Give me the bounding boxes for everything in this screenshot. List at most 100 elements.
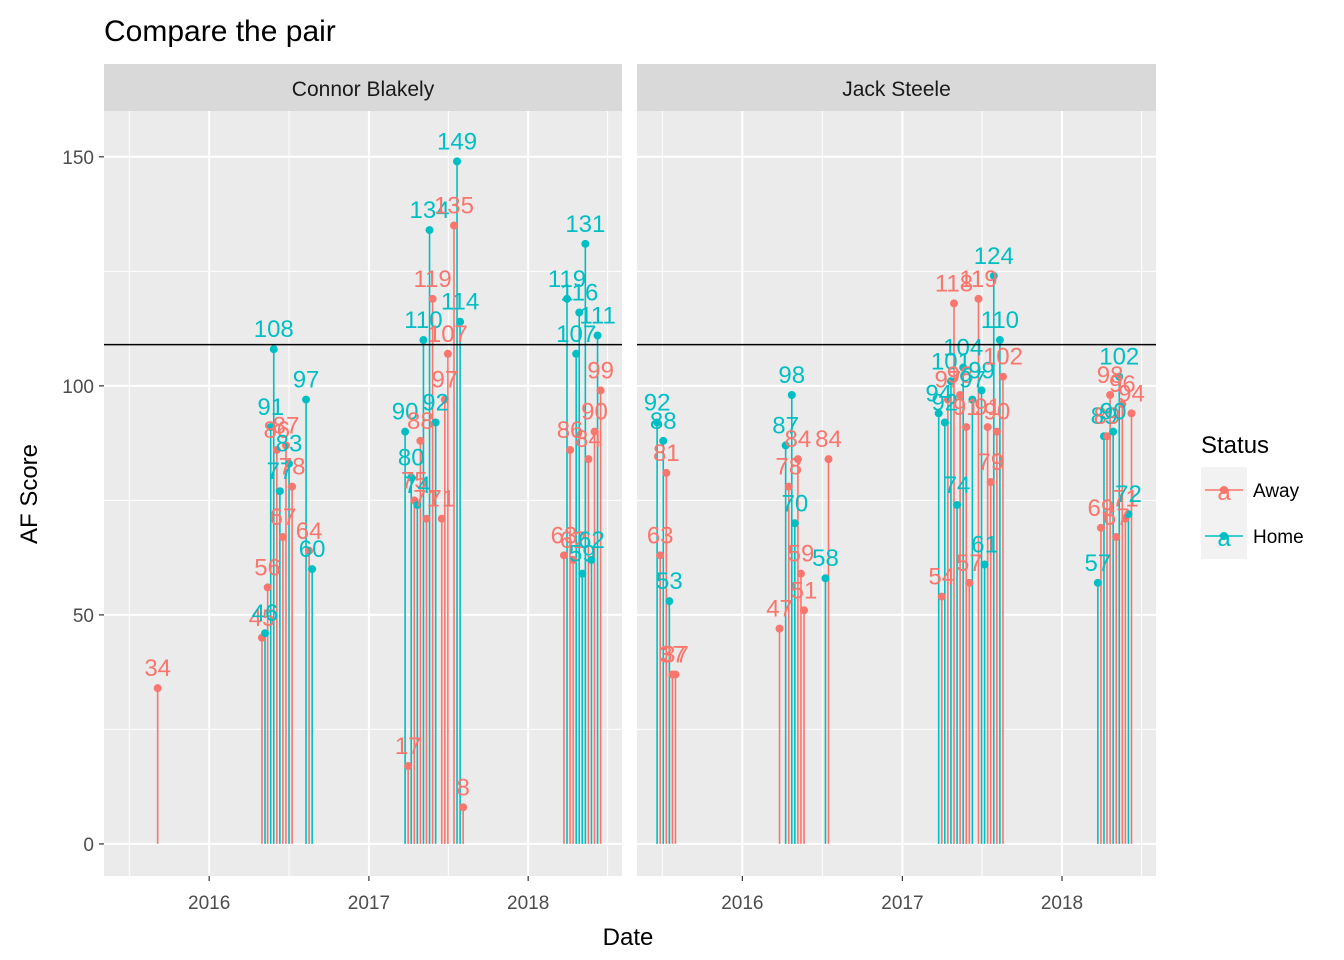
data-label: 89 [1091, 403, 1118, 430]
lollipop-point [407, 473, 416, 482]
data-label: 94 [925, 380, 952, 407]
data-label: 71 [428, 486, 455, 513]
data-label: 92 [644, 389, 671, 416]
data-label: 34 [144, 655, 171, 682]
lollipop-point [269, 345, 278, 354]
data-label: 87 [273, 412, 300, 439]
lollipop-point [983, 423, 992, 432]
data-label: 90 [392, 399, 419, 426]
lollipop-point [974, 294, 983, 303]
x-tick-label: 2017 [348, 893, 390, 914]
data-label: 37 [659, 641, 686, 668]
data-label: 69 [1088, 495, 1115, 522]
lollipop-point [953, 500, 962, 509]
lollipop-point [980, 560, 989, 569]
y-tick-label: 0 [83, 835, 94, 856]
data-label: 97 [293, 367, 320, 394]
lollipop-point [401, 427, 410, 436]
data-label: 114 [441, 289, 479, 316]
data-label: 90 [1100, 399, 1127, 426]
lollipop-point [422, 514, 431, 523]
lollipop-point [443, 349, 452, 358]
data-label: 102 [1099, 344, 1139, 371]
lollipop-point [934, 409, 943, 418]
lollipop-point [665, 597, 674, 606]
data-label: 57 [956, 550, 983, 577]
data-label: 59 [569, 541, 596, 568]
data-label: 91 [953, 394, 980, 421]
lollipop-point [584, 455, 593, 464]
lollipop-point [285, 459, 294, 468]
data-label: 107 [428, 321, 468, 348]
data-label: 104 [943, 335, 983, 362]
data-label: 64 [296, 518, 323, 545]
data-label: 99 [587, 357, 614, 384]
lollipop-point [986, 478, 995, 487]
data-label: 62 [578, 527, 605, 554]
data-label: 119 [548, 266, 586, 293]
data-label: 57 [1084, 550, 1111, 577]
panel-background [104, 111, 622, 876]
lollipop-point [272, 445, 281, 454]
lollipop-point [968, 395, 977, 404]
lollipop-point [593, 331, 602, 340]
x-tick-label: 2018 [1041, 893, 1083, 914]
lollipop-point [581, 239, 590, 248]
data-label: 77 [267, 458, 294, 485]
data-label: 89 [1094, 403, 1121, 430]
data-label: 74 [944, 472, 971, 499]
data-label: 78 [775, 454, 802, 481]
data-label: 79 [977, 449, 1004, 476]
data-label: 46 [252, 600, 279, 627]
data-label: 110 [404, 307, 442, 334]
lollipop-point [940, 418, 949, 427]
lollipop-point [456, 317, 465, 326]
data-label: 8 [456, 774, 469, 801]
lollipop-point [800, 606, 809, 615]
data-label: 118 [935, 270, 973, 297]
lollipop-point [946, 377, 955, 386]
lollipop-point [784, 482, 793, 491]
lollipop-point [1103, 432, 1112, 441]
data-label: 71 [1112, 486, 1139, 513]
data-label: 149 [437, 128, 477, 155]
data-label: 91 [974, 394, 1001, 421]
data-label: 99 [968, 357, 995, 384]
lollipop-point [559, 551, 568, 560]
legend-label: Home [1253, 527, 1304, 548]
lollipop-point [1127, 409, 1136, 418]
data-label: 72 [1115, 481, 1142, 508]
legend-key-point [1220, 532, 1228, 540]
y-tick-label: 150 [62, 148, 94, 169]
lollipop-point [431, 418, 440, 427]
data-label: 86 [557, 417, 584, 444]
lollipop-point [569, 555, 578, 564]
data-label: 124 [974, 243, 1014, 270]
lollipop-point [790, 519, 799, 528]
panel-background [637, 111, 1156, 876]
facet-strip-label: Connor Blakely [292, 78, 435, 101]
lollipop-point [998, 372, 1007, 381]
data-label: 63 [551, 522, 578, 549]
legend-key-glyph: a [1217, 479, 1231, 506]
lollipop-point [263, 583, 272, 592]
lollipop-point [787, 391, 796, 400]
data-label: 119 [959, 266, 997, 293]
lollipop-point [662, 468, 671, 477]
data-label: 67 [1103, 504, 1130, 531]
lollipop-point [775, 624, 784, 633]
lollipop-point [266, 423, 275, 432]
lollipop-point [1096, 523, 1105, 532]
legend-title: Status [1201, 432, 1269, 459]
lollipop-point [281, 441, 290, 450]
data-label: 107 [556, 321, 596, 348]
lollipop-point [308, 565, 317, 574]
data-label: 97 [959, 367, 986, 394]
data-label: 97 [935, 367, 962, 394]
data-label: 37 [662, 641, 689, 668]
data-label: 70 [781, 490, 808, 517]
lollipop-point [278, 533, 287, 542]
lollipop-point [821, 574, 830, 583]
data-label: 135 [434, 193, 474, 220]
